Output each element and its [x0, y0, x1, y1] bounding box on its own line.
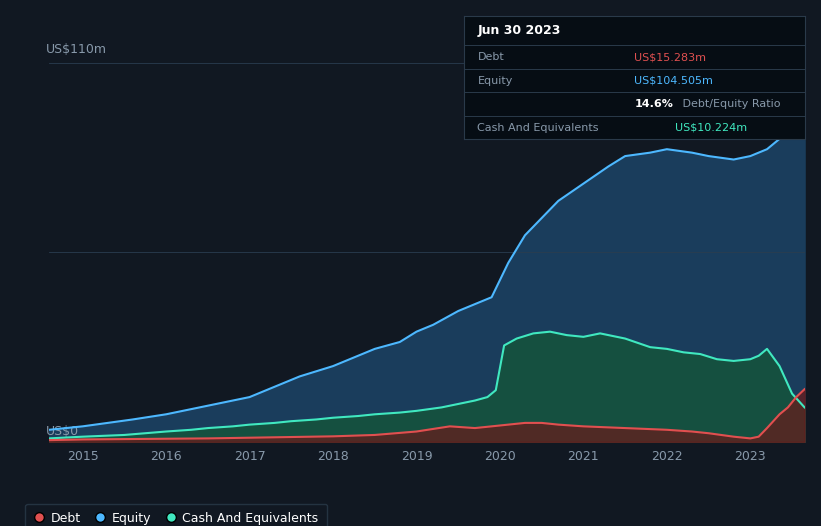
Text: US$15.283m: US$15.283m — [635, 52, 706, 62]
Text: US$104.505m: US$104.505m — [635, 76, 713, 86]
Text: US$10.224m: US$10.224m — [675, 123, 747, 133]
Legend: Debt, Equity, Cash And Equivalents: Debt, Equity, Cash And Equivalents — [25, 503, 328, 526]
Text: Debt/Equity Ratio: Debt/Equity Ratio — [678, 99, 780, 109]
Text: Debt: Debt — [478, 52, 504, 62]
Text: 14.6%: 14.6% — [635, 99, 673, 109]
Text: Jun 30 2023: Jun 30 2023 — [478, 24, 561, 37]
Text: US$110m: US$110m — [45, 43, 107, 56]
Text: Equity: Equity — [478, 76, 513, 86]
Text: Cash And Equivalents: Cash And Equivalents — [478, 123, 599, 133]
Text: US$0: US$0 — [45, 425, 79, 438]
